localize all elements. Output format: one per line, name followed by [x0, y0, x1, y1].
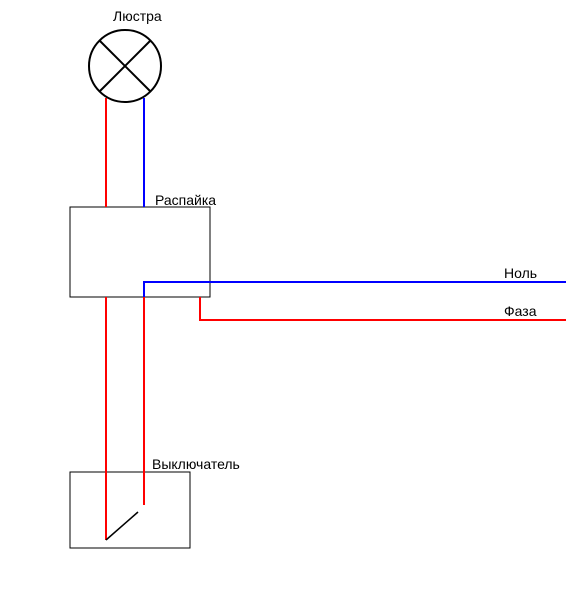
label-phase: Фаза — [504, 303, 536, 319]
switch-box — [70, 472, 190, 548]
lamp-symbol — [89, 30, 161, 102]
label-junction-box: Распайка — [155, 192, 216, 208]
wire-neutral-out — [144, 282, 566, 297]
junction-box — [70, 207, 210, 297]
label-lamp: Люстра — [113, 8, 162, 24]
label-switch: Выключатель — [152, 456, 240, 472]
label-neutral: Ноль — [504, 265, 537, 281]
wiring-diagram — [0, 0, 588, 600]
switch-lever — [106, 512, 138, 540]
